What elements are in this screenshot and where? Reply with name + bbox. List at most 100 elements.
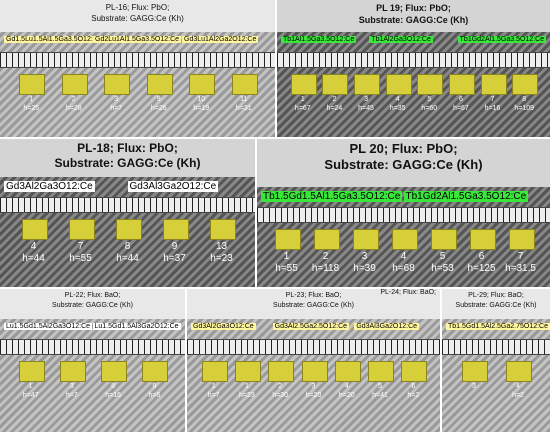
crystal-sample (61, 74, 88, 96)
sample-number: 7 (517, 251, 524, 263)
sample-number: 4 (516, 383, 520, 391)
panel-title: PL-18; Flux: PbO; (77, 141, 178, 155)
sample-number: 2 (71, 96, 76, 104)
sample-height: h=39 (353, 263, 376, 275)
formula-label: Gd3Al3Ga2O12:Ce (354, 323, 420, 330)
formula-label: Tb1Al1.5Ga3.5O12:Ce (281, 36, 357, 43)
crystal-sample (480, 74, 507, 96)
sample-number: 1 (29, 96, 34, 104)
sample-height: h=23 (210, 253, 233, 265)
sample-number: 3 (364, 96, 369, 104)
crystal-sample (104, 74, 131, 96)
formula-label: Lu1.5Gd1.5Al3Ga2O12:Ce (92, 323, 181, 330)
sample-height: h=16 (105, 392, 122, 400)
sample-height: h=35 (389, 105, 406, 113)
sample-height: h=125 (467, 263, 496, 275)
formula-label: Tb1Gd2Al1.5Ga3.5O12:Ce (403, 191, 529, 202)
sample-number: 2 (322, 251, 329, 263)
sample-height: h=28 (65, 105, 82, 113)
formula-label: Tb1.5Gd1.5Al2.5Ga2.75O12:Ce (446, 323, 550, 330)
formula-label: Gd3Al2Ga3O12:Ce (4, 181, 95, 192)
sample-number: 8 (522, 96, 527, 104)
crystal-sample (334, 361, 361, 383)
crystal-sample (101, 361, 128, 383)
crystal-sample (21, 219, 48, 241)
sample-height: h=6 (148, 392, 161, 400)
sample-number: 4 (395, 96, 400, 104)
crystal-sample (301, 361, 328, 383)
panel-title: PL 19; Flux: PbO; (376, 3, 451, 13)
panel: PL 19; Flux: PbO; Substrate: GAGG:Ce (Kh)… (277, 0, 550, 137)
crystal-sample (142, 361, 169, 383)
sample-number: 6 (411, 383, 416, 391)
crystal-sample (290, 74, 317, 96)
panel: PL-22; Flux: BaO; Substrate: GAGG:Ce (Kh)… (0, 289, 185, 432)
panel-title: PL-22; Flux: BaO; (64, 292, 121, 299)
crystal-sample (469, 229, 496, 251)
panel: PL-18; Flux: PbO; Substrate: GAGG:Ce (Kh)… (0, 139, 255, 287)
sample-number: 4 (30, 241, 37, 253)
panel-title: PL-29; Flux: BaO; (468, 292, 524, 299)
sample-number: 4 (344, 383, 349, 391)
formula-label: Tb1.5Gd1.5Al1.5Ga3.5O12:Ce (261, 191, 403, 202)
crystal-sample (146, 74, 173, 96)
sample-height: h=31.5 (505, 263, 536, 275)
crystal-sample (313, 229, 340, 251)
panel-header: PL 19; Flux: PbO; Substrate: GAGG:Ce (Kh) (277, 0, 550, 32)
sample-height: h=109 (514, 105, 535, 113)
ruler (0, 339, 185, 355)
sample-number: 1 (211, 383, 216, 391)
sample-number: 3 (472, 383, 476, 391)
sample-height: h=55 (275, 263, 298, 275)
sample-height: h=26 (150, 105, 167, 113)
ruler (0, 197, 255, 213)
formula-label: Gd3Al2Ga3O12:Ce (191, 323, 256, 330)
ruler (442, 339, 550, 355)
formula-label: Tb1Al2Ga3O12:Ce (369, 36, 433, 43)
crystal-sample (59, 361, 86, 383)
formula-label: Gd1.5Lu1.5Al1.5Ga3.5O12:Ce (4, 36, 104, 43)
formula-label: Gd2Lu1Al1.5Ga3.5O12:Ce (93, 36, 182, 43)
panel-title: Substrate: GAGG:Ce (Kh) (455, 302, 537, 309)
crystal-sample (385, 74, 412, 96)
panel-title: Substrate: GAGG:Ce (Kh) (52, 302, 133, 309)
sample-height: h=60 (421, 105, 438, 113)
sample-height: h=45 (358, 105, 374, 113)
sample-height: h=2 (512, 392, 524, 400)
sample-height: h=20 (305, 392, 322, 400)
sample-number: 5 (439, 251, 446, 263)
sample-height: h=68 (392, 263, 415, 275)
crystal-sample (189, 74, 216, 96)
sample-height: h=2 (407, 392, 420, 400)
crystal-sample (201, 361, 228, 383)
panel-title: Substrate: GAGG:Ce (Kh) (273, 302, 354, 309)
panel-title: Substrate: GAGG:Ce (Kh) (324, 157, 483, 172)
formula-label: Gd3Al3Ga2O12:Ce (127, 181, 219, 192)
sample-height: h=7 (65, 392, 78, 400)
crystal-sample (322, 74, 349, 96)
crystal-sample (268, 361, 295, 383)
crystal-sample (368, 361, 395, 383)
crystal-sample (508, 229, 535, 251)
sample-height: h=24 (326, 105, 343, 113)
panel: PL-16; Flux: PbO; Substrate: GAGG:Ce (Kh)… (0, 0, 275, 137)
sample-number: 1 (300, 96, 305, 104)
crystal-sample (448, 74, 475, 96)
panel-title: PL-23; Flux: BaO; (285, 292, 342, 299)
panel-header: PL-22; Flux: BaO; Substrate: GAGG:Ce (Kh) (0, 289, 185, 319)
sample-height: h=30 (272, 392, 289, 400)
sample-height: h=44 (22, 253, 45, 265)
sample-number: 7 (77, 241, 84, 253)
panel: PL 20; Flux: PbO; Substrate: GAGG:Ce (Kh)… (257, 139, 550, 287)
sample-number: 3 (114, 96, 119, 104)
sample-number: 5 (378, 383, 383, 391)
crystal-sample (274, 229, 301, 251)
sample-number: 3 (69, 383, 74, 391)
crystal-sample (417, 74, 444, 96)
sample-height: h=37 (163, 253, 186, 265)
formula-label: Gd3Lu1Al2Ga2O12:Ce (182, 36, 259, 43)
crystal-sample (462, 361, 488, 383)
sample-height: h=20 (338, 392, 355, 400)
sample-height: h=23 (239, 392, 255, 400)
panel-title: PL-16; Flux: PbO; (105, 3, 170, 12)
